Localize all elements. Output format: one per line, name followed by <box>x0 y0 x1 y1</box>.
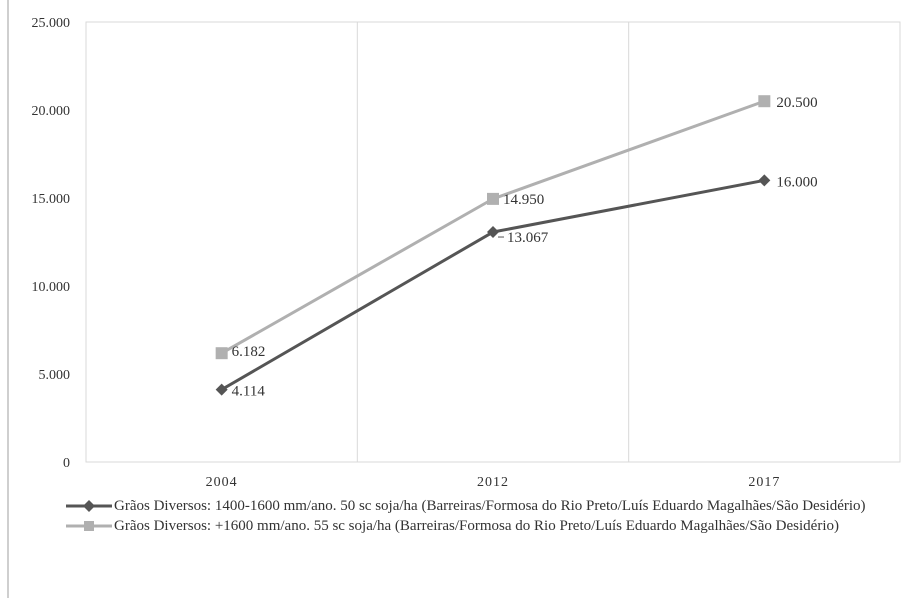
plot-area <box>85 21 901 463</box>
data-label: 6.182 <box>232 344 266 360</box>
series-group <box>215 95 771 396</box>
x-tick-label: 2012 <box>477 475 509 490</box>
y-tick-label: 0 <box>63 456 70 471</box>
grid-lines <box>356 22 630 462</box>
y-tick-label: 10.000 <box>32 280 71 295</box>
data-label: 16.000 <box>776 174 817 190</box>
data-point-diamond <box>758 174 771 187</box>
data-point-diamond <box>215 383 228 396</box>
y-tick-label: 15.000 <box>32 192 71 207</box>
data-label: 20.500 <box>776 95 817 111</box>
y-tick-label: 25.000 <box>32 16 71 31</box>
x-tick-label: 2017 <box>748 475 780 490</box>
y-axis-ticks: 0 5.000 10.000 15.000 20.000 25.000 <box>32 16 71 471</box>
legend-swatch-diamond-icon <box>66 500 112 512</box>
series-line <box>220 178 765 391</box>
y-tick-label: 20.000 <box>32 104 71 119</box>
legend: Grãos Diversos: 1400-1600 mm/ano. 50 sc … <box>66 497 896 537</box>
data-point-square <box>215 347 228 360</box>
legend-label-series-1: Grãos Diversos: 1400-1600 mm/ano. 50 sc … <box>114 498 866 514</box>
legend-item-series-2: Grãos Diversos: +1600 mm/ano. 55 sc soja… <box>66 517 896 535</box>
legend-item-series-1: Grãos Diversos: 1400-1600 mm/ano. 50 sc … <box>66 497 896 515</box>
data-label: 4.114 <box>232 384 266 400</box>
y-tick-label: 5.000 <box>39 368 71 383</box>
legend-swatch-square-icon <box>66 521 112 531</box>
data-label: 13.067 <box>507 230 549 246</box>
data-point-square <box>758 95 771 108</box>
data-label: 14.950 <box>503 192 544 208</box>
data-point-square <box>487 192 499 205</box>
data-point-diamond <box>487 226 499 239</box>
data-labels: 4.114 13.067 16.000 6.182 14.950 20.500 <box>232 95 818 399</box>
x-tick-label: 2004 <box>206 475 238 490</box>
legend-label-series-2: Grãos Diversos: +1600 mm/ano. 55 sc soja… <box>114 518 839 534</box>
x-axis-ticks: 2004 2012 2017 <box>206 475 780 490</box>
